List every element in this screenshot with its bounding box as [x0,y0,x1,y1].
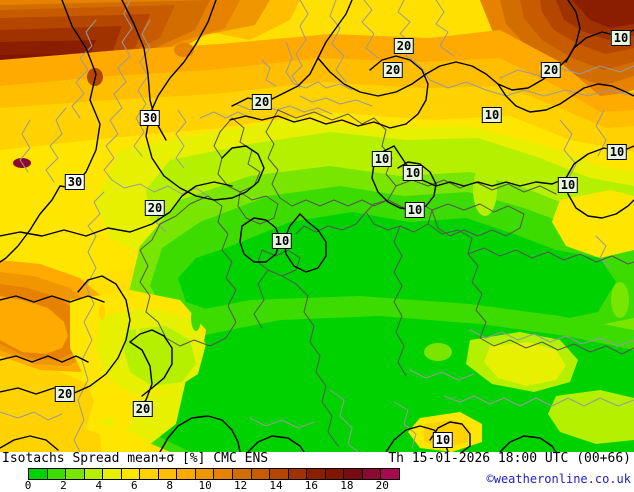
colorbar-swatch [381,469,399,479]
isotach-spread-field [0,0,634,452]
copyright-notice: ©weatheronline.co.uk [486,472,632,486]
colorbar-swatch [325,469,345,479]
contour-label: 20 [144,200,166,216]
colorbar-tick-label: 6 [130,479,138,492]
colorbar-swatch [47,469,67,479]
contour-label: 20 [382,62,404,78]
colorbar-swatch [195,469,215,479]
colorbar-swatch [140,469,159,479]
contour-label: 10 [432,432,454,448]
colorbar[interactable] [28,468,400,480]
colorbar-swatch [121,469,141,479]
contour-label: 10 [610,30,632,46]
colorbar-tick-label: 2 [60,479,67,492]
contour-label: 20 [54,386,76,402]
contour-label: 20 [540,62,562,78]
colorbar-tick-label: 0 [24,479,32,492]
contour-label: 20 [251,94,273,110]
colorbar-swatch [84,469,104,479]
contour-label: 10 [404,202,426,218]
contour-label: 20 [132,401,154,417]
colorbar-swatch [251,469,271,479]
colorbar-tick-label: 8 [166,479,174,492]
colorbar-tick-label: 18 [340,479,354,492]
contour-label: 10 [402,165,424,181]
colorbar-ticks: 0 2 4 6 8 10 12 14 16 18 20 [24,479,400,492]
contour-label: 10 [481,107,503,123]
colorbar-tick-label: 14 [269,479,283,492]
colorbar-swatch [29,469,48,479]
colorbar-swatch [177,469,196,479]
colorbar-tick-label: 16 [304,479,319,492]
weather-map-canvas[interactable]: 30 30 20 20 20 20 20 10 10 10 10 10 10 1… [0,0,634,452]
colorbar-swatch [103,469,122,479]
colorbar-swatch [307,469,326,479]
contour-label: 30 [64,174,86,190]
colorbar-swatch [362,469,382,479]
contour-label: 20 [393,38,415,54]
map-footer: Isotachs Spread mean+σ [%] CMC ENS Th 15… [0,451,634,492]
colorbar-swatch [270,469,289,479]
colorbar-swatch [214,469,234,479]
contour-label: 30 [139,110,161,126]
contour-label: 10 [371,151,393,167]
contour-label: 10 [557,177,579,193]
colorbar-tick-label: 12 [233,479,248,492]
colorbar-tick-label: 4 [95,479,103,492]
contour-label: 10 [606,144,628,160]
colorbar-tick-label: 10 [198,479,212,492]
colorbar-swatch [288,469,308,479]
forecast-valid-time: Th 15-01-2026 18:00 UTC (00+66) [388,451,631,466]
contour-label: 10 [271,233,293,249]
colorbar-tick-label: 20 [375,479,389,492]
colorbar-swatch [158,469,178,479]
colorbar-swatch [66,469,85,479]
colorbar-swatch [344,469,363,479]
colorbar-swatch [233,469,252,479]
page-title: Isotachs Spread mean+σ [%] CMC ENS [2,451,269,466]
